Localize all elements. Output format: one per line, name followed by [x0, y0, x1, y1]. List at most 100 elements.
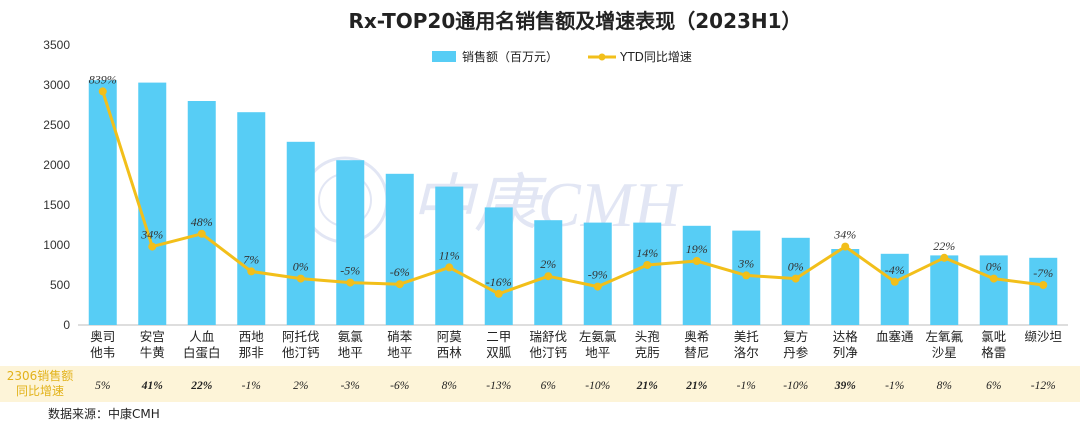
growth-point — [692, 257, 701, 265]
category-label: 人血 — [189, 329, 214, 344]
legend-line-label: YTD同比增速 — [619, 50, 692, 64]
yoy-value: -10% — [783, 380, 808, 392]
growth-label: 2% — [540, 257, 556, 271]
yoy-value: 8% — [937, 380, 952, 392]
chart-title: Rx-TOP20通用名销售额及增速表现（2023H1） — [348, 9, 801, 33]
growth-label: -16% — [486, 275, 512, 289]
bar — [484, 207, 513, 325]
category-label: 列净 — [833, 345, 858, 360]
growth-label: 0% — [788, 260, 804, 274]
bar — [187, 101, 216, 325]
yoy-value: 39% — [834, 380, 856, 392]
growth-label: -7% — [1033, 266, 1053, 280]
yoy-value: -1% — [885, 380, 904, 392]
growth-point — [643, 261, 652, 269]
category-label: 地平 — [387, 345, 412, 360]
yoy-value: -12% — [1031, 380, 1056, 392]
bar — [1029, 257, 1058, 325]
category-label: 阿托伐 — [282, 329, 320, 344]
yoy-row-label-line2: 同比增速 — [16, 384, 64, 398]
growth-label: 14% — [636, 246, 658, 260]
category-label: 白蛋白 — [183, 345, 221, 360]
yoy-value: 21% — [685, 380, 707, 392]
growth-point — [841, 242, 850, 251]
category-label: 血塞通 — [876, 329, 914, 344]
legend-bar-label: 销售额（百万元） — [462, 49, 558, 64]
category-label: 左氨氯 — [579, 329, 617, 344]
legend-bar-swatch — [432, 51, 456, 62]
yoy-value: 21% — [636, 380, 658, 392]
growth-point — [791, 274, 800, 283]
y-tick-label: 3000 — [43, 78, 70, 92]
category-label: 沙星 — [932, 345, 957, 360]
category-label: 阿莫 — [437, 329, 463, 344]
bar — [930, 255, 959, 325]
bar — [682, 225, 711, 325]
category-label: 那非 — [239, 345, 264, 360]
growth-line-path — [101, 90, 1044, 296]
yoy-value: 22% — [190, 380, 212, 392]
growth-label: -6% — [390, 265, 410, 279]
yoy-value: -6% — [390, 380, 409, 392]
yoy-value: 8% — [442, 380, 457, 392]
category-labels: 奥司他韦安宫牛黄人血白蛋白西地那非阿托伐他汀钙氨氯地平硝苯地平阿莫西林二甲双胍瑞… — [90, 329, 1062, 360]
bar — [880, 253, 909, 325]
growth-label: -9% — [588, 268, 608, 282]
category-label: 缬沙坦 — [1024, 329, 1062, 344]
growth-point — [544, 272, 553, 281]
category-label: 氯吡 — [981, 329, 1006, 344]
y-tick-label: 2000 — [43, 158, 70, 172]
category-label: 左氧氟 — [925, 329, 963, 344]
category-label: 氨氯 — [338, 329, 364, 344]
category-label: 牛黄 — [140, 345, 165, 360]
yoy-row-label-line1: 2306销售额 — [7, 368, 74, 383]
growth-line: 839% 34% 48% 7% 0% -5% -6% 11% -16% 2% -9% 14% 19% 3%… — [89, 72, 1053, 298]
y-axis: 0 500 1000 1500 2000 2500 3000 3500 — [43, 38, 1068, 332]
growth-point — [593, 282, 602, 291]
source-note: 数据来源：中康CMH — [48, 406, 160, 421]
y-tick-label: 3500 — [43, 38, 70, 52]
category-label: 二甲 — [486, 329, 511, 344]
bar — [979, 255, 1008, 325]
growth-point — [445, 263, 454, 272]
growth-point — [890, 277, 899, 286]
growth-label: 11% — [439, 248, 460, 262]
growth-point — [989, 274, 998, 283]
y-tick-label: 0 — [63, 318, 70, 332]
growth-point — [742, 271, 751, 280]
yoy-value: -13% — [486, 380, 511, 392]
yoy-value: 2% — [293, 380, 308, 392]
growth-label: 7% — [243, 252, 259, 266]
category-label: 地平 — [338, 345, 363, 360]
category-label: 达格 — [833, 329, 859, 344]
category-label: 美托 — [734, 329, 759, 344]
yoy-value: 6% — [986, 380, 1001, 392]
bar — [138, 82, 167, 325]
category-label: 丹参 — [783, 345, 809, 360]
growth-label: 839% — [89, 72, 117, 86]
growth-point — [346, 278, 355, 287]
growth-label: 19% — [686, 242, 708, 256]
growth-label: -5% — [340, 264, 360, 278]
bar — [88, 80, 117, 325]
legend: 销售额（百万元） YTD同比增速 — [432, 49, 692, 64]
category-label: 格雷 — [981, 345, 1006, 360]
growth-point — [98, 87, 107, 96]
growth-point — [197, 229, 206, 238]
category-label: 西林 — [437, 345, 463, 360]
category-label: 他韦 — [90, 345, 115, 360]
growth-point — [940, 253, 949, 262]
bar — [435, 186, 464, 325]
growth-point — [395, 280, 404, 289]
yoy-table-band — [0, 366, 1080, 402]
category-label: 复方 — [783, 329, 808, 344]
legend-line-marker — [598, 53, 606, 61]
bar — [831, 249, 860, 325]
yoy-value: -10% — [585, 380, 610, 392]
growth-label: 48% — [191, 215, 213, 229]
growth-point — [1039, 281, 1048, 289]
y-tick-label: 1000 — [43, 238, 70, 252]
bar — [286, 141, 315, 325]
category-label: 洛尔 — [734, 345, 759, 360]
y-tick-label: 2500 — [43, 118, 70, 132]
